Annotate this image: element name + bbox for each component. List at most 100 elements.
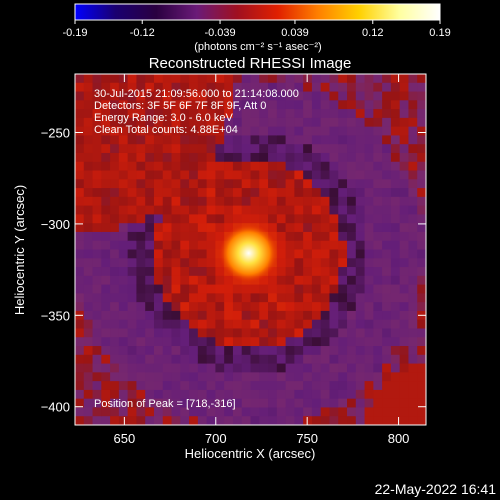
heatmap-cell bbox=[118, 196, 129, 207]
heatmap-cell bbox=[75, 74, 85, 84]
heatmap-cell bbox=[101, 293, 111, 303]
heatmap-cell bbox=[364, 249, 374, 259]
heatmap-cell bbox=[224, 161, 234, 172]
heatmap-cell bbox=[232, 310, 243, 321]
heatmap-cell bbox=[390, 135, 401, 145]
heatmap-cell bbox=[294, 196, 304, 207]
heatmap-cell bbox=[153, 302, 164, 312]
heatmap-cell bbox=[136, 319, 146, 330]
heatmap-cell bbox=[92, 109, 102, 119]
heatmap-cell bbox=[347, 231, 357, 242]
heatmap-cell bbox=[215, 188, 225, 198]
heatmap-cell bbox=[399, 91, 410, 101]
heatmap-cell bbox=[180, 188, 190, 198]
heatmap-cell bbox=[320, 82, 331, 93]
heatmap-cell bbox=[162, 319, 173, 330]
heatmap-cell bbox=[338, 135, 348, 145]
heatmap-cell bbox=[241, 381, 252, 391]
heatmap-cell bbox=[92, 398, 102, 409]
heatmap-cell bbox=[373, 196, 383, 207]
heatmap-cell bbox=[162, 223, 173, 233]
heatmap-cell bbox=[153, 293, 164, 303]
heatmap-cell bbox=[215, 231, 225, 242]
heatmap-cell bbox=[92, 381, 102, 391]
heatmap-cell bbox=[250, 310, 260, 321]
heatmap-cell bbox=[206, 284, 216, 294]
heatmap-cell bbox=[127, 240, 138, 251]
heatmap-cell bbox=[373, 91, 383, 101]
heatmap-cell bbox=[127, 196, 138, 207]
heatmap-cell bbox=[268, 407, 278, 417]
heatmap-cell bbox=[347, 223, 357, 233]
heatmap-cell bbox=[215, 293, 225, 303]
heatmap-cell bbox=[241, 91, 252, 101]
heatmap-cell bbox=[136, 372, 146, 382]
heatmap-cell bbox=[276, 170, 287, 180]
heatmap-cell bbox=[285, 231, 295, 242]
heatmap-cell bbox=[399, 196, 410, 207]
heatmap-cell bbox=[408, 407, 418, 417]
heatmap-cell bbox=[197, 126, 208, 137]
heatmap-cell bbox=[153, 205, 164, 215]
heatmap-cell bbox=[118, 205, 129, 215]
heatmap-cell bbox=[259, 363, 269, 373]
heatmap-cell bbox=[268, 135, 278, 145]
heatmap-cell bbox=[355, 240, 366, 251]
heatmap-cell bbox=[399, 267, 410, 277]
heatmap-cell bbox=[355, 161, 366, 172]
heatmap-cell bbox=[347, 152, 357, 163]
heatmap-cell bbox=[118, 284, 129, 294]
heatmap-cell bbox=[83, 389, 94, 400]
heatmap-cell bbox=[241, 109, 252, 119]
heatmap-cell bbox=[224, 100, 234, 110]
heatmap-cell bbox=[303, 293, 313, 303]
heatmap-cell bbox=[215, 389, 225, 400]
heatmap-cell bbox=[215, 310, 225, 321]
heatmap-cell bbox=[285, 372, 295, 382]
heatmap-cell bbox=[206, 223, 216, 233]
heatmap-cell bbox=[417, 302, 426, 312]
heatmap-cell bbox=[347, 381, 357, 391]
heatmap-cell bbox=[127, 328, 138, 338]
heatmap-cell bbox=[145, 372, 155, 382]
heatmap-cell bbox=[206, 170, 216, 180]
heatmap-cell bbox=[171, 328, 181, 338]
heatmap-cell bbox=[75, 205, 85, 215]
heatmap-cell bbox=[92, 372, 102, 382]
heatmap-cell bbox=[417, 144, 426, 154]
heatmap-cell bbox=[145, 91, 155, 101]
heatmap-cell bbox=[110, 91, 120, 101]
heatmap-cell bbox=[92, 407, 102, 417]
heatmap-cell bbox=[338, 302, 348, 312]
heatmap-cell bbox=[75, 363, 85, 373]
heatmap-cell bbox=[101, 196, 111, 207]
heatmap-cell bbox=[364, 337, 374, 347]
heatmap-cell bbox=[92, 135, 102, 145]
heatmap-cell bbox=[136, 407, 146, 417]
heatmap-cell bbox=[399, 82, 410, 93]
heatmap-cell bbox=[390, 354, 401, 365]
heatmap-cell bbox=[294, 117, 304, 128]
heatmap-cell bbox=[364, 328, 374, 338]
heatmap-cell bbox=[338, 310, 348, 321]
heatmap-cell bbox=[127, 284, 138, 294]
heatmap-cell bbox=[294, 284, 304, 294]
heatmap-cell bbox=[338, 231, 348, 242]
heatmap-cell bbox=[162, 135, 173, 145]
heatmap-cell bbox=[215, 196, 225, 207]
heatmap-cell bbox=[180, 328, 190, 338]
heatmap-cell bbox=[311, 319, 322, 330]
heatmap-cell bbox=[285, 126, 295, 137]
heatmap-cell bbox=[110, 161, 120, 172]
heatmap-cell bbox=[355, 135, 366, 145]
heatmap-cell bbox=[268, 179, 278, 189]
heatmap-cell bbox=[215, 319, 225, 330]
heatmap-cell bbox=[382, 161, 392, 172]
heatmap-cell bbox=[92, 416, 102, 425]
heatmap-cell bbox=[83, 161, 94, 172]
heatmap-cell bbox=[364, 161, 374, 172]
heatmap-cell bbox=[250, 126, 260, 137]
heatmap-cell bbox=[294, 144, 304, 154]
heatmap-cell bbox=[180, 398, 190, 409]
heatmap-cell bbox=[294, 179, 304, 189]
